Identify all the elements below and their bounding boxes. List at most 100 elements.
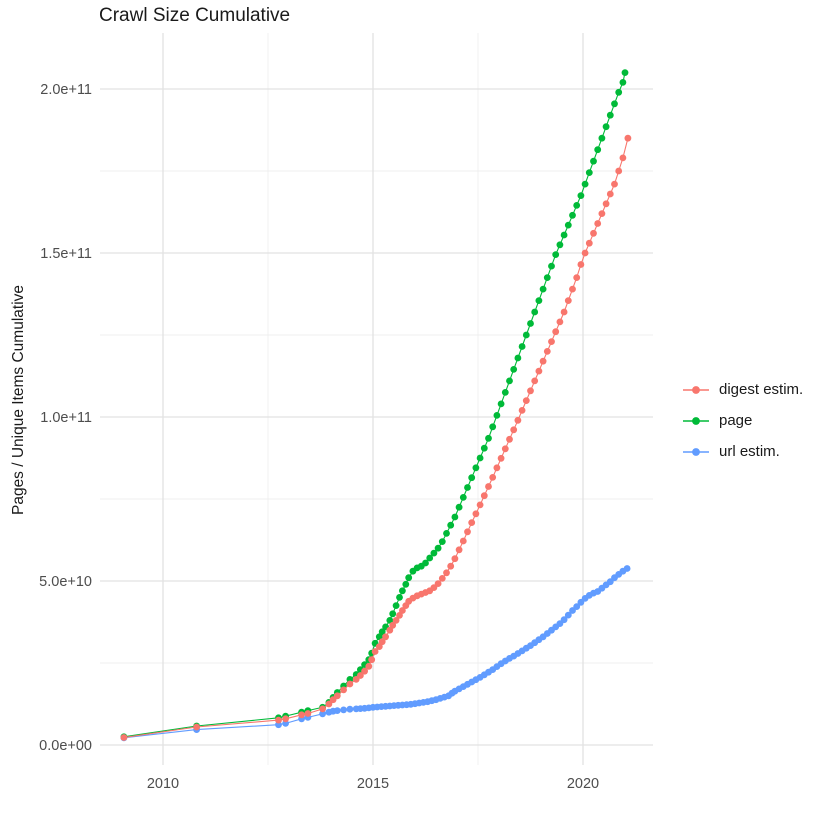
x-tick-label: 2015 <box>357 776 389 792</box>
y-tick-label: 0.0e+00 <box>39 738 92 754</box>
data-point <box>464 484 471 491</box>
y-tick-label: 1.0e+11 <box>40 410 92 426</box>
data-point <box>556 241 564 249</box>
data-point <box>459 537 467 545</box>
data-point <box>319 705 326 713</box>
data-point <box>564 221 572 229</box>
data-point <box>602 123 610 131</box>
data-point <box>365 662 373 670</box>
data-point <box>510 366 518 373</box>
data-point <box>298 711 305 719</box>
data-point <box>434 580 442 587</box>
data-point <box>522 331 530 339</box>
data-point <box>392 617 400 624</box>
data-point <box>501 389 509 396</box>
data-point <box>451 513 459 521</box>
data-point <box>611 180 618 188</box>
legend: digest estim. page url estim. <box>683 374 803 467</box>
data-point <box>325 700 333 708</box>
data-point <box>476 454 484 462</box>
data-point <box>443 530 450 537</box>
data-point <box>375 633 383 641</box>
data-point <box>468 519 476 526</box>
data-point <box>451 555 459 563</box>
data-point <box>464 528 471 536</box>
data-point <box>389 610 397 618</box>
data-point <box>434 544 442 552</box>
data-point <box>606 190 614 198</box>
data-point <box>531 377 539 385</box>
legend-marker-icon <box>683 416 709 425</box>
data-point <box>602 200 610 208</box>
data-point <box>386 626 394 634</box>
data-point <box>615 167 623 175</box>
data-point <box>282 715 289 723</box>
data-point <box>539 357 547 365</box>
data-point <box>275 716 282 724</box>
data-point <box>527 387 534 395</box>
major-gridlines <box>100 33 653 765</box>
data-point <box>493 412 501 419</box>
data-point <box>598 210 606 218</box>
data-point <box>522 397 530 404</box>
data-point <box>378 638 386 646</box>
data-point <box>340 686 347 694</box>
data-point <box>485 483 492 490</box>
data-point <box>560 231 568 239</box>
data-point <box>489 474 497 481</box>
data-point <box>333 692 341 700</box>
data-point <box>497 400 505 408</box>
data-point <box>485 434 492 442</box>
data-point <box>447 521 455 529</box>
data-point <box>573 603 581 610</box>
legend-dot <box>692 416 700 425</box>
data-point <box>340 706 347 714</box>
legend-label: url estim. <box>719 443 780 460</box>
data-point <box>560 616 568 624</box>
data-point <box>399 607 406 614</box>
data-point <box>585 169 593 177</box>
data-point <box>577 192 585 200</box>
data-point <box>426 554 434 562</box>
data-point <box>304 710 312 717</box>
x-tick-label: 2020 <box>567 776 599 792</box>
data-point <box>552 251 560 258</box>
data-point <box>193 723 201 731</box>
data-point <box>405 574 413 582</box>
data-point <box>539 285 547 293</box>
data-point <box>564 297 572 304</box>
data-point <box>569 211 576 219</box>
data-point <box>386 617 394 624</box>
data-point <box>514 416 522 424</box>
data-point <box>371 648 379 655</box>
data-point <box>389 621 397 629</box>
series-layer <box>120 69 632 742</box>
data-point <box>531 308 539 316</box>
data-point <box>438 538 446 545</box>
data-point <box>392 602 400 609</box>
data-point <box>548 262 555 270</box>
data-point <box>518 407 526 414</box>
data-point <box>573 274 581 281</box>
data-point <box>506 377 513 385</box>
axis-tick-labels: 2010 2015 2020 0.0e+00 5.0e+10 1.0e+11 1.5e+11… <box>39 82 599 792</box>
data-point <box>581 180 589 188</box>
data-point <box>346 680 354 688</box>
data-point <box>585 239 593 247</box>
data-point <box>615 88 623 96</box>
data-point <box>396 612 403 619</box>
data-point <box>361 667 368 675</box>
data-point <box>489 423 497 431</box>
data-point <box>368 656 376 664</box>
data-point <box>619 79 627 86</box>
data-point <box>497 454 505 462</box>
data-point <box>564 611 572 619</box>
data-point <box>624 134 632 142</box>
data-point <box>375 643 383 650</box>
data-point <box>527 320 534 327</box>
data-point <box>556 318 564 326</box>
data-point <box>501 445 509 453</box>
legend-label: page <box>719 412 753 429</box>
data-point <box>472 464 480 472</box>
data-point <box>476 501 484 509</box>
